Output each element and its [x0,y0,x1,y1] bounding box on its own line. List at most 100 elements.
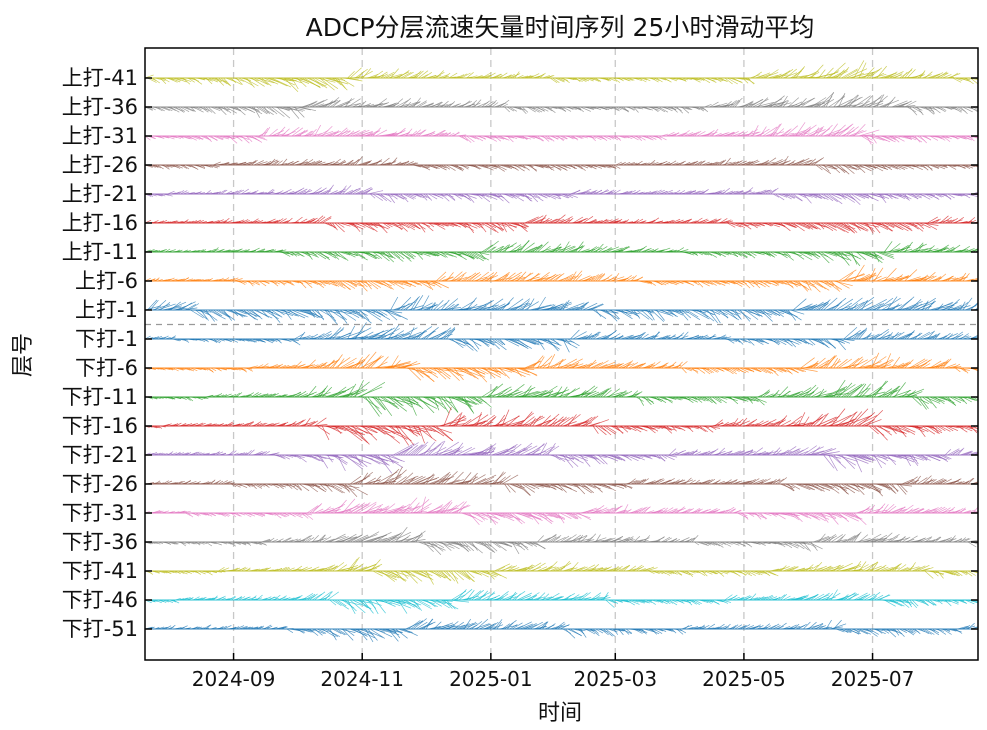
vector-mark [210,338,218,344]
vector-mark [534,135,544,142]
vector-mark [848,164,858,171]
vector-mark [311,251,319,258]
vector-mark [901,71,908,79]
vector-mark [767,222,781,228]
vector-mark [790,309,805,315]
vector-mark [924,193,933,199]
vector-mark [848,193,861,206]
vector-mark [542,135,550,142]
vector-mark [896,193,905,200]
chart-title: ADCP分层流速矢量时间序列 25小时滑动平均 [306,13,815,42]
vector-mark [841,454,855,470]
vector-mark [836,298,854,311]
vector-mark [603,309,620,320]
vector-mark [349,280,358,287]
vector-mark [914,302,934,311]
vector-mark [263,77,279,85]
vector-mark [955,305,971,311]
vector-mark [937,303,944,311]
vector-mark [235,106,246,116]
vector-mark [499,99,510,108]
vector-mark [218,77,228,85]
vector-mark [478,396,492,408]
vector-mark [853,193,866,199]
vector-mark [205,135,212,142]
vector-mark [418,70,429,79]
vector-mark [461,164,469,170]
vector-mark [871,275,882,282]
vector-mark [727,222,736,228]
vector-mark [329,130,340,137]
vector-mark [630,135,639,141]
vector-mark [747,280,755,288]
vector-mark [800,222,818,230]
vector-mark [871,164,884,172]
vector-mark [815,251,829,258]
vector-mark [554,274,563,282]
vector-mark [813,157,825,166]
vector-mark [914,242,924,253]
vector-mark [329,327,342,340]
vector-mark [656,77,663,83]
vector-mark [435,70,444,79]
vector-mark [357,334,385,340]
vector-mark [243,309,256,320]
vector-mark [752,98,769,108]
vector-mark [722,187,731,195]
vector-mark [304,188,311,195]
vector-mark [339,185,347,195]
vector-mark [246,77,255,88]
vector-mark [547,218,558,224]
vector-mark [405,128,413,137]
vector-mark [410,280,419,286]
vector-mark [808,158,817,166]
vector-mark [413,70,422,79]
vector-mark [947,298,960,311]
vector-mark [889,135,897,141]
vector-mark [395,327,418,340]
vector-mark [636,218,644,224]
vector-mark [975,249,978,253]
vector-mark [311,309,320,319]
vector-mark [899,222,913,232]
vector-mark [818,69,826,79]
vector-mark [294,309,312,315]
vector-mark [377,102,390,108]
vector-mark [390,296,399,311]
vector-mark [519,239,530,253]
vector-mark [797,280,809,292]
vector-mark [770,123,781,137]
vector-mark [608,218,619,224]
vector-mark [496,103,505,108]
vector-mark [529,164,537,172]
vector-mark [871,135,877,144]
vector-mark [757,97,769,108]
vector-mark [851,222,865,230]
vector-mark [813,193,823,199]
vector-mark [620,106,630,112]
vector-mark [565,275,576,282]
vector-mark [848,301,865,311]
vector-mark [820,355,836,369]
vector-mark [554,246,563,253]
vector-mark [359,309,370,321]
vector-mark [681,130,690,137]
vector-mark [547,193,561,200]
vector-mark [765,157,777,166]
vector-mark [542,245,551,253]
vector-mark [294,77,310,84]
vector-mark [286,106,297,111]
vector-mark [365,188,373,195]
vector-mark [813,127,820,137]
vector-mark [349,130,360,137]
vector-mark [848,95,859,108]
vector-mark [248,160,257,166]
vector-mark [458,73,468,79]
vector-mark [861,69,880,79]
vector-mark [810,301,824,311]
vector-mark [463,222,478,229]
series-上打-21 [145,184,978,206]
vector-mark [509,244,522,253]
vector-mark [289,309,299,317]
vector-mark [233,189,242,195]
